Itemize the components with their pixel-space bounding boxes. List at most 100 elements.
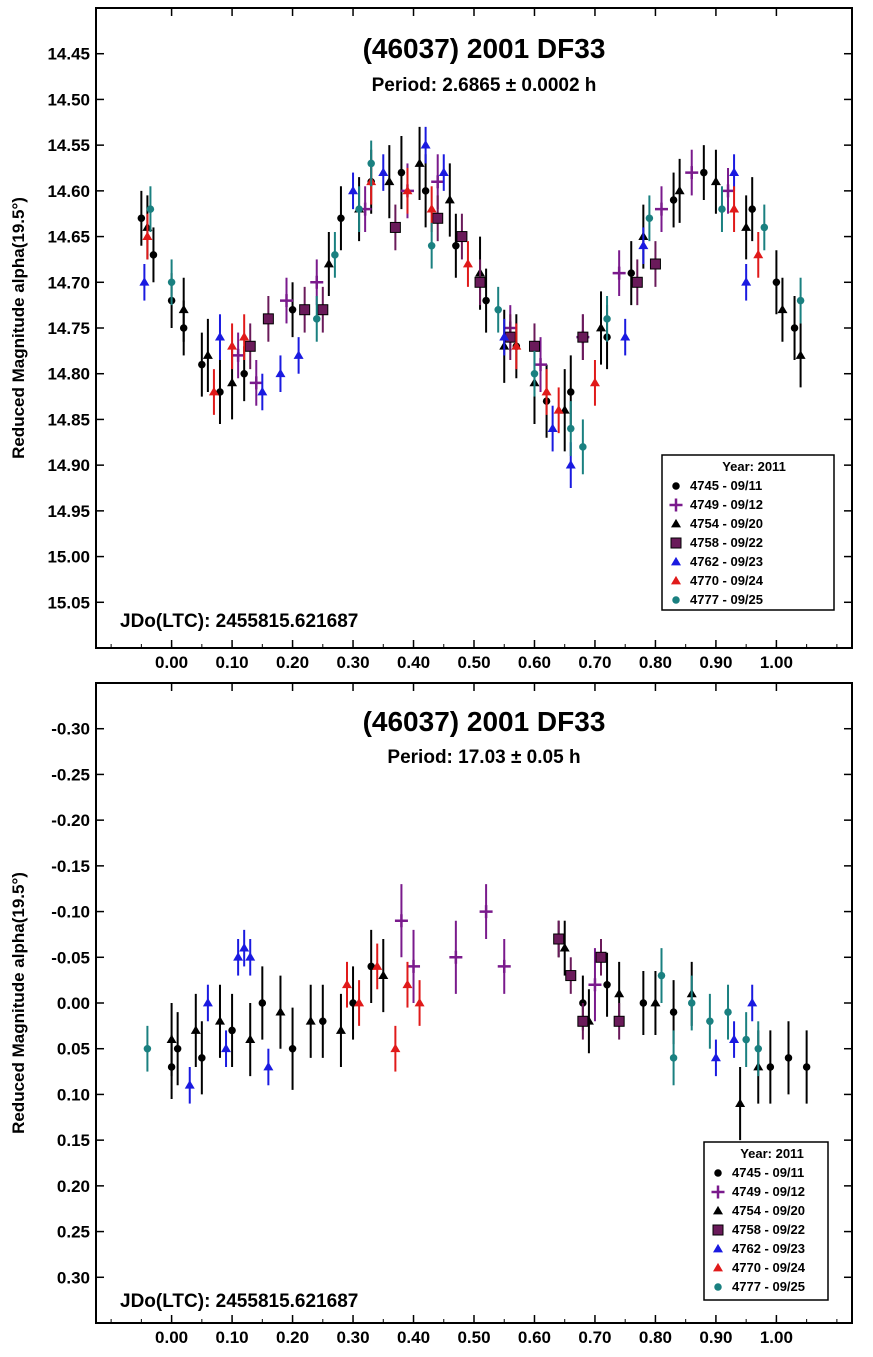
data-point [348,185,359,195]
data-point [742,1035,750,1044]
data-point [421,187,430,195]
series-4762 [139,126,752,488]
data-point [239,332,250,341]
data-point [541,386,552,396]
data-point [166,1034,177,1043]
data-point [559,943,570,952]
data-point [729,1034,740,1043]
chart-title: (46037) 2001 DF33 [363,706,606,737]
legend-marker [670,537,682,549]
legend-label: 4770 - 09/24 [732,1260,806,1275]
data-point [245,1034,256,1043]
y-tick-label: 0.30 [57,1268,90,1287]
y-tick-label: 14.65 [47,228,90,247]
data-point [577,1015,589,1027]
legend-marker [671,518,681,528]
data-point [231,348,245,362]
axes: 0.00 0.10 0.20 0.30 0.40 0.50 0.60 0.70 0.80 0.90… [51,683,852,1347]
data-point [631,276,643,288]
legend-label: 4762 - 09/23 [690,554,763,569]
data-point [438,167,449,176]
data-point [372,961,383,970]
data-point [589,377,600,387]
data-point [208,386,219,396]
legend-label: 4758 - 09/22 [690,535,763,550]
data-point [772,278,781,287]
y-tick-label: 14.95 [47,502,90,521]
legend-marker [669,498,683,512]
data-point [355,205,363,213]
y-tick-label: 14.90 [47,456,90,475]
y-tick-label: 0.05 [57,1040,90,1059]
legend: Year: 2011 4745 - 09/11 4749 - 09/12 4754 … [703,1141,829,1301]
data-point [511,341,522,350]
data-point [595,951,607,963]
x-tick-label: 0.40 [397,1328,430,1347]
x-tick-label: 0.50 [457,1328,490,1347]
data-point [456,231,468,243]
data-point [553,933,565,945]
data-point [614,988,625,998]
y-tick-label: 0.20 [57,1177,90,1196]
series-4749 [394,884,602,1022]
y-tick-label: 14.45 [47,45,90,64]
legend-marker [671,556,681,566]
data-point [669,196,678,204]
data-point [547,423,558,432]
legend-label: 4745 - 09/11 [732,1165,804,1180]
data-point [335,1025,346,1034]
data-point [299,304,311,316]
data-points [143,884,811,1141]
legend-entry: 4762 - 09/23 [671,554,763,569]
y-tick-label: 0.15 [57,1131,90,1150]
legend-entry: 4749 - 09/12 [669,497,763,512]
legend-label: 4777 - 09/25 [690,592,763,607]
data-point [426,204,437,213]
x-tick-label: 0.60 [518,653,551,672]
data-point [310,275,324,289]
legend-title: Year: 2011 [722,459,786,474]
data-point [173,1044,182,1053]
chart-subtitle: Period: 17.03 ± 0.05 h [387,747,580,768]
y-tick-label: -0.30 [51,720,90,739]
lightcurve-panel-bottom: (46037) 2001 DF33 Period: 17.03 ± 0.05 h… [9,682,853,1347]
data-point [402,185,413,195]
y-tick-label: -0.10 [51,903,90,922]
data-point [202,997,213,1007]
data-point [263,1061,274,1071]
legend-label: 4749 - 09/12 [732,1184,805,1199]
data-point [777,304,788,314]
series-4758 [553,920,625,1040]
data-point [167,278,176,287]
series-4762 [184,929,758,1104]
data-point [262,313,274,325]
data-point [214,332,225,341]
data-point [240,369,248,378]
x-tick-label: 0.80 [639,653,672,672]
legend-entry: 4777 - 09/25 [672,592,763,607]
legend-entry: 4749 - 09/12 [711,1184,805,1199]
legend-entry: 4770 - 09/24 [671,573,764,588]
legend-label: 4745 - 09/11 [690,478,762,493]
data-point [449,950,463,964]
legend-label: 4754 - 09/20 [690,516,763,531]
data-point [479,905,493,919]
data-point [402,979,413,989]
data-point [741,277,752,286]
data-point [397,168,406,177]
data-point [319,1017,327,1026]
y-tick-label: 0.10 [57,1085,90,1104]
data-point [378,167,389,176]
data-point [228,1026,236,1035]
data-point [534,358,548,372]
data-point [227,341,238,350]
chart-subtitle: Period: 2.6865 ± 0.0002 h [372,75,597,96]
y-tick-label: 14.75 [47,319,90,338]
legend-marker [711,1185,725,1199]
legend-marker [714,1169,722,1177]
data-point [577,331,589,343]
y-tick-label: -0.20 [51,811,90,830]
y-tick-label: 14.70 [47,273,90,292]
legend-label: 4749 - 09/12 [690,497,763,512]
legend-label: 4758 - 09/22 [732,1222,805,1237]
